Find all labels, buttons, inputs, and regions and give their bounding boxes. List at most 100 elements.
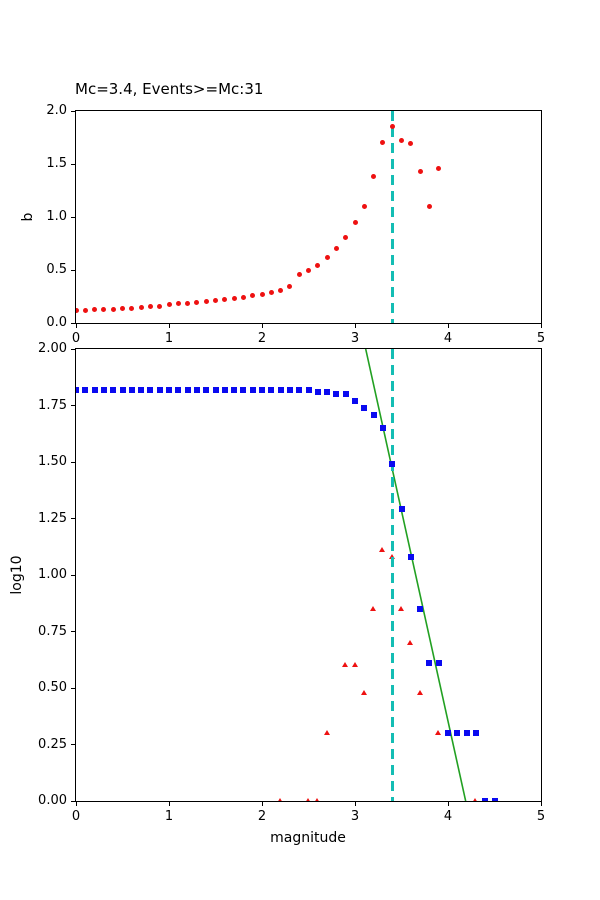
b-value-vs-cutoff-magnitude-point — [371, 174, 377, 180]
cumulative-event-counts-point — [156, 386, 163, 393]
cumulative-event-counts-point — [128, 386, 135, 393]
cumulative-event-counts-point — [370, 411, 377, 418]
y-tick-label: 1.25 — [38, 510, 67, 526]
x-tick-label: 4 — [443, 809, 453, 824]
b-value-vs-cutoff-magnitude-point — [240, 295, 246, 301]
mc-vline — [390, 111, 394, 323]
y-tick-mark — [71, 687, 75, 689]
b-value-vs-cutoff-magnitude-point — [92, 306, 98, 312]
cumulative-event-counts-point — [268, 386, 275, 393]
binned-event-counts-point — [277, 798, 284, 801]
y-tick-label: 1.0 — [46, 209, 67, 224]
binned-event-counts-point — [342, 662, 349, 668]
bottom-plot-area — [76, 349, 541, 801]
bottom-plot-axes — [75, 348, 542, 802]
y-tick-mark — [71, 461, 75, 463]
cumulative-event-counts-point — [76, 386, 79, 393]
y-tick-label: 2.0 — [46, 103, 67, 118]
binned-event-counts-point — [351, 662, 358, 668]
cumulative-event-counts-point — [314, 388, 321, 395]
y-tick-label: 1.75 — [38, 397, 67, 413]
b-value-vs-cutoff-magnitude-point — [296, 271, 302, 277]
b-value-vs-cutoff-magnitude-point — [361, 203, 367, 209]
b-value-vs-cutoff-magnitude-point — [324, 254, 330, 260]
x-tick-mark — [447, 324, 449, 328]
b-value-vs-cutoff-magnitude-point — [408, 141, 414, 147]
y-tick-mark — [71, 574, 75, 576]
cumulative-event-counts-point — [305, 386, 312, 393]
cumulative-event-counts-point — [147, 386, 154, 393]
x-tick-label: 4 — [443, 331, 453, 346]
y-tick-mark — [71, 518, 75, 519]
cumulative-event-counts-point — [231, 386, 238, 393]
b-value-vs-cutoff-magnitude-point — [426, 203, 432, 209]
cumulative-event-counts-point — [445, 730, 451, 737]
b-value-vs-cutoff-magnitude-point — [343, 234, 349, 240]
y-tick-mark — [71, 405, 75, 406]
y-tick-label: 0.5 — [46, 262, 67, 277]
binned-event-counts-point — [360, 689, 367, 695]
y-tick-mark — [71, 322, 75, 324]
x-tick-mark — [447, 802, 449, 806]
cumulative-event-counts-point — [286, 386, 293, 393]
binned-event-counts-point — [314, 798, 321, 801]
cumulative-event-counts-point — [110, 386, 117, 393]
binned-event-counts-point — [416, 689, 423, 695]
binned-event-counts-point — [398, 605, 404, 611]
y-tick-mark — [71, 631, 75, 632]
b-value-vs-cutoff-magnitude-point — [278, 287, 284, 293]
cumulative-event-counts-point — [166, 386, 172, 393]
y-tick-label: 0.50 — [38, 680, 67, 695]
cumulative-event-counts-point — [138, 386, 145, 393]
y-tick-label: 1.50 — [38, 454, 67, 469]
bottom-x-axis-label: magnitude — [270, 830, 346, 846]
y-tick-label: 0.25 — [38, 736, 67, 752]
x-tick-label: 2 — [257, 809, 267, 824]
b-value-vs-cutoff-magnitude-point — [213, 298, 218, 304]
y-tick-label: 1.5 — [46, 156, 67, 171]
cumulative-event-counts-point — [379, 425, 386, 432]
b-value-vs-cutoff-magnitude-point — [194, 300, 200, 306]
binned-event-counts-point — [435, 730, 442, 736]
cumulative-event-counts-point — [100, 386, 107, 393]
mc-vline — [390, 349, 394, 801]
cumulative-event-counts-point — [277, 386, 284, 393]
x-tick-mark — [354, 324, 356, 328]
y-tick-label: 1.00 — [38, 567, 67, 582]
cumulative-event-counts-point — [221, 386, 228, 393]
cumulative-event-counts-point — [472, 730, 479, 737]
b-value-vs-cutoff-magnitude-point — [203, 299, 209, 305]
y-tick-mark — [71, 216, 75, 218]
binned-event-counts-point — [323, 730, 330, 736]
cumulative-event-counts-point — [426, 660, 433, 667]
cumulative-event-counts-point — [398, 506, 405, 513]
b-value-vs-cutoff-magnitude-point — [222, 297, 228, 303]
x-tick-label: 5 — [536, 331, 546, 346]
b-value-vs-cutoff-magnitude-point — [259, 291, 265, 297]
y-tick-mark — [71, 163, 75, 165]
cumulative-event-counts-point — [119, 386, 126, 393]
y-tick-label: 0.75 — [38, 623, 67, 639]
b-value-vs-cutoff-magnitude-point — [110, 306, 116, 312]
b-value-vs-cutoff-magnitude-point — [101, 306, 107, 312]
b-value-vs-cutoff-magnitude-point — [306, 267, 311, 273]
x-tick-mark — [261, 324, 263, 328]
b-value-vs-cutoff-magnitude-point — [175, 301, 181, 307]
gutenberg-richter-fit — [364, 349, 467, 801]
cumulative-event-counts-point — [212, 386, 219, 393]
cumulative-event-counts-point — [175, 386, 182, 393]
cumulative-event-counts-point — [417, 605, 424, 612]
b-value-vs-cutoff-magnitude-point — [147, 303, 153, 309]
x-tick-mark — [75, 802, 77, 806]
cumulative-event-counts-point — [361, 404, 368, 411]
binned-event-counts-point — [379, 547, 386, 553]
y-tick-label: 0.0 — [46, 315, 67, 330]
y-tick-mark — [71, 269, 75, 271]
b-value-vs-cutoff-magnitude-point — [138, 304, 144, 310]
b-value-vs-cutoff-magnitude-point — [231, 296, 237, 302]
cumulative-event-counts-point — [184, 386, 191, 393]
cumulative-event-counts-point — [193, 386, 200, 393]
x-tick-label: 3 — [350, 809, 360, 824]
y-tick-mark — [71, 348, 75, 350]
